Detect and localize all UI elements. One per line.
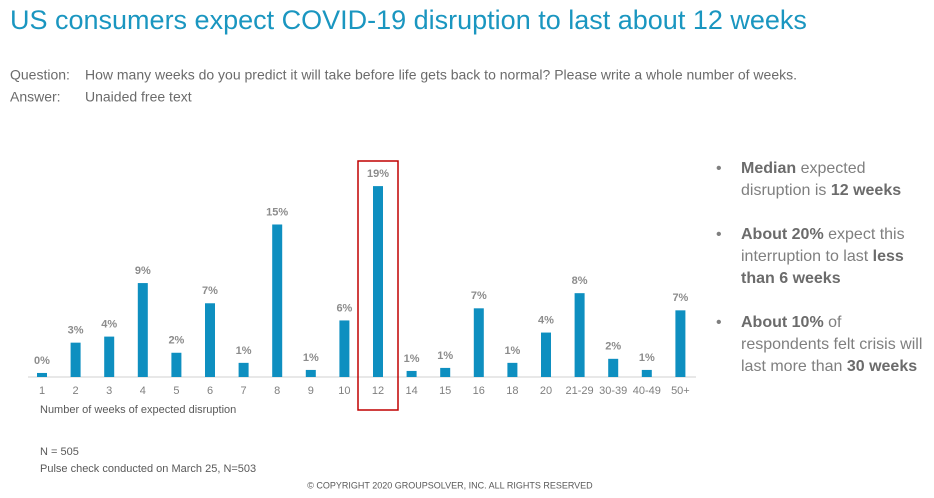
x-tick-label: 21-29 [566, 385, 594, 397]
note: N = 505 [40, 446, 79, 458]
value-label: 1% [504, 345, 520, 357]
bar [238, 362, 249, 377]
x-tick-label: 16 [473, 385, 485, 397]
value-label: 1% [404, 353, 420, 365]
bullet: About 10% of respondents felt crisis wil… [716, 312, 930, 378]
bar [171, 352, 182, 377]
bullet-list: Median expected disruption is 12 weeks Ab… [716, 158, 930, 400]
x-tick-label: 1 [39, 385, 45, 397]
bullet-text: Median [741, 160, 797, 177]
x-tick-label: 18 [506, 385, 518, 397]
bullet-text: expected disruption is [741, 160, 866, 199]
x-tick-label: 6 [207, 385, 213, 397]
bullet-text: of respondents felt crisis will last mor… [741, 314, 923, 375]
bar [272, 224, 283, 377]
x-tick-label: 3 [106, 385, 112, 397]
bar [70, 342, 81, 377]
bar [339, 320, 350, 377]
value-label: 19% [367, 168, 389, 180]
value-label: 2% [605, 341, 621, 353]
bullet: Median expected disruption is 12 weeks [716, 158, 930, 202]
value-label: 1% [236, 345, 252, 357]
bar [507, 362, 518, 377]
bar [305, 369, 316, 377]
value-label: 7% [471, 290, 487, 302]
bar [37, 372, 47, 377]
bullet: About 20% expect this interruption to la… [716, 224, 930, 290]
bar [440, 367, 451, 377]
answer-label: Answer: [10, 89, 61, 105]
bar [608, 358, 619, 377]
value-label: 7% [672, 292, 688, 304]
x-tick-label: 40-49 [633, 385, 661, 397]
answer: Unaided free text [85, 89, 192, 105]
value-label: 4% [101, 319, 117, 331]
bar [641, 369, 652, 377]
bar [541, 332, 551, 377]
value-label: 4% [538, 314, 554, 326]
x-tick-label: 50+ [671, 385, 690, 397]
bar [406, 370, 417, 377]
value-label: 15% [266, 206, 288, 218]
bullet-text: less than 6 weeks [741, 248, 904, 287]
bar [675, 310, 686, 377]
x-tick-label: 15 [439, 385, 451, 397]
value-label: 1% [639, 352, 655, 364]
bar [137, 283, 148, 377]
x-tick-label: 20 [540, 385, 552, 397]
bullet-text: About 10% [741, 314, 824, 331]
x-tick-label: 5 [173, 385, 179, 397]
copyright: © COPYRIGHT 2020 GROUPSOLVER, INC. ALL R… [307, 480, 593, 490]
x-tick-label: 9 [308, 385, 314, 397]
value-label: 3% [68, 325, 84, 337]
bar [473, 308, 484, 377]
x-axis-title: Number of weeks of expected disruption [40, 404, 236, 416]
value-label: 0% [34, 355, 50, 367]
bar [205, 303, 215, 377]
x-tick-label: 10 [338, 385, 350, 397]
x-tick-label: 2 [73, 385, 79, 397]
highlight-box [357, 160, 399, 411]
bullet-text: About 20% [741, 226, 824, 243]
value-label: 1% [437, 350, 453, 362]
x-tick-label: 30-39 [599, 385, 627, 397]
bar [373, 186, 383, 377]
x-tick-label: 14 [405, 385, 417, 397]
value-label: 2% [168, 335, 184, 347]
x-tick-label: 7 [241, 385, 247, 397]
value-label: 9% [135, 265, 151, 277]
note: Pulse check conducted on March 25, N=503 [40, 463, 256, 475]
question-label: Question: [10, 67, 70, 83]
bullet-text: 30 weeks [846, 358, 918, 375]
value-label: 7% [202, 285, 218, 297]
chart-title: US consumers expect COVID-19 disruption … [10, 5, 807, 35]
x-tick-label: 12 [372, 385, 384, 397]
question: How many weeks do you predict it will ta… [85, 67, 797, 83]
value-label: 6% [336, 302, 352, 314]
x-tick-label: 4 [140, 385, 146, 397]
bar [574, 293, 585, 377]
bar [104, 336, 115, 377]
x-tick-label: 8 [274, 385, 280, 397]
value-label: 1% [303, 352, 319, 364]
bullet-text: expect this interruption to last [741, 226, 905, 265]
bullet-text: 12 weeks [830, 182, 902, 199]
value-label: 8% [572, 275, 588, 287]
